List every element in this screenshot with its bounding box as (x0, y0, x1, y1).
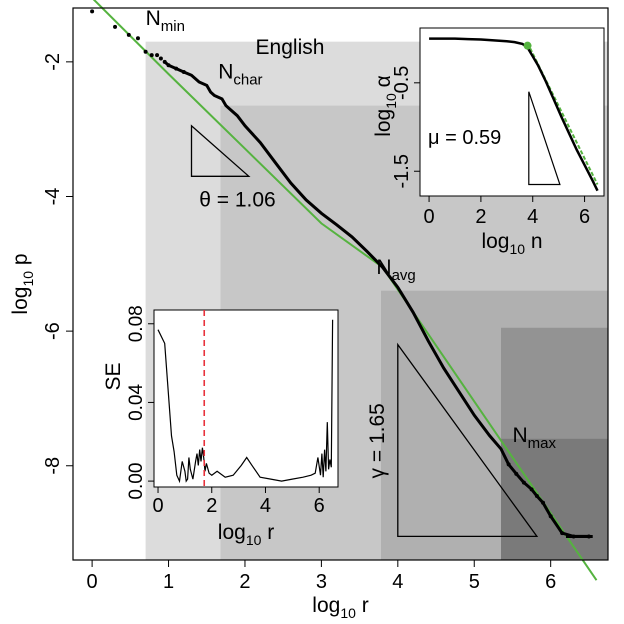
inset-se-frame (153, 309, 339, 488)
inset-alpha-y-label: log10 α (372, 75, 399, 137)
se-data-line (157, 319, 334, 484)
x-tick-label: 4 (392, 571, 403, 593)
data-point (149, 53, 154, 58)
x-tick-label: 1 (163, 571, 174, 593)
data-point (158, 56, 163, 61)
data-point (90, 9, 95, 14)
main-axes: 0 1 2 3 4 5 6 -2 -4 -6 -8 log10 r log10 p (9, 53, 556, 621)
x-tick-label: 2 (239, 571, 250, 593)
inset-alpha: 0 2 4 6 -0.5 -1.5 log10 n log10 α μ = 0.59 (372, 27, 605, 257)
inset-se-x-tick-label: 2 (206, 495, 217, 517)
slope-triangle-1 (397, 342, 539, 538)
language-title: English (256, 36, 325, 59)
data-point (155, 53, 160, 58)
data-point (162, 59, 167, 64)
shade-region-5 (501, 438, 608, 560)
alpha-data-line (429, 37, 599, 192)
alpha-marker (523, 41, 532, 50)
inset-alpha-y-tick-label: -1.5 (391, 154, 413, 188)
data-point (560, 531, 565, 536)
inset-se-series (157, 310, 334, 487)
y-tick-label: -2 (42, 53, 64, 71)
inset-se-axes: 0 2 4 6 0.00 0.04 0.08 log10 r SE (102, 305, 325, 548)
inset-se-y-label: SE (102, 362, 125, 390)
y-tick-label: -8 (42, 457, 64, 475)
inset-alpha-x-tick-label: 2 (475, 206, 486, 228)
inset-alpha-axes: 0 2 4 6 -0.5 -1.5 log10 n log10 α (372, 66, 590, 257)
y-tick-label: -4 (42, 188, 64, 206)
inset-se-x-label: log10 r (218, 521, 274, 548)
data-point (506, 462, 511, 467)
inset-alpha-y-tick-label: -0.5 (391, 66, 413, 100)
slope-triangle-0 (190, 124, 251, 177)
main-plot-frame (72, 7, 609, 561)
data-point (174, 66, 179, 71)
main-annotations: Nmin Nchar Navg Nmax (146, 7, 557, 452)
annotation-n-avg: Navg (376, 256, 415, 284)
x-tick-label: 5 (469, 571, 480, 593)
inset-alpha-x-label: log10 n (481, 230, 542, 257)
x-tick-label: 3 (316, 571, 327, 593)
data-point (514, 471, 519, 476)
gamma-label: γ = 1.65 (366, 403, 389, 478)
data-point (135, 36, 140, 41)
inset-alpha-x-tick-label: 6 (579, 206, 590, 228)
x-tick-label: 6 (545, 571, 556, 593)
inset-se-y-tick-label: 0.08 (126, 305, 147, 342)
x-tick-label: 0 (87, 571, 98, 593)
main-series (90, 0, 598, 581)
inset-se: 0 2 4 6 0.00 0.04 0.08 log10 r SE (102, 305, 339, 548)
y-axis-label: log10 p (9, 253, 36, 314)
data-point (534, 494, 539, 499)
y-tick-label: -6 (42, 322, 64, 340)
annotation-n-min: Nmin (146, 7, 185, 35)
mu-triangle (528, 91, 561, 186)
main-triangles: θ = 1.06 γ = 1.65 (190, 124, 539, 538)
inset-se-x-tick-label: 6 (314, 495, 325, 517)
data-point (126, 32, 131, 37)
inset-alpha-frame (419, 27, 605, 197)
data-point (166, 63, 171, 68)
inset-alpha-x-tick-label: 0 (424, 206, 435, 228)
data-line (163, 60, 589, 538)
theta-label: θ = 1.06 (199, 188, 275, 211)
inset-se-x-tick-label: 0 (152, 495, 163, 517)
data-point (548, 514, 553, 519)
x-axis-label: log10 r (312, 594, 368, 619)
inset-alpha-x-tick-label: 4 (527, 206, 538, 228)
mu-label: μ = 0.59 (428, 127, 501, 149)
inset-alpha-series (429, 37, 599, 192)
inset-se-y-tick-label: 0.00 (126, 463, 147, 500)
inset-se-x-tick-label: 4 (260, 495, 271, 517)
data-point (143, 49, 148, 54)
annotation-n-char: Nchar (218, 61, 262, 89)
inset-se-y-tick-label: 0.04 (126, 384, 147, 421)
data-point (521, 480, 526, 485)
data-point (181, 69, 186, 74)
data-point (113, 24, 118, 29)
data-point (529, 487, 534, 492)
annotation-n-max: Nmax (512, 424, 556, 452)
inset-alpha-triangle (528, 91, 561, 186)
data-point (541, 500, 546, 505)
